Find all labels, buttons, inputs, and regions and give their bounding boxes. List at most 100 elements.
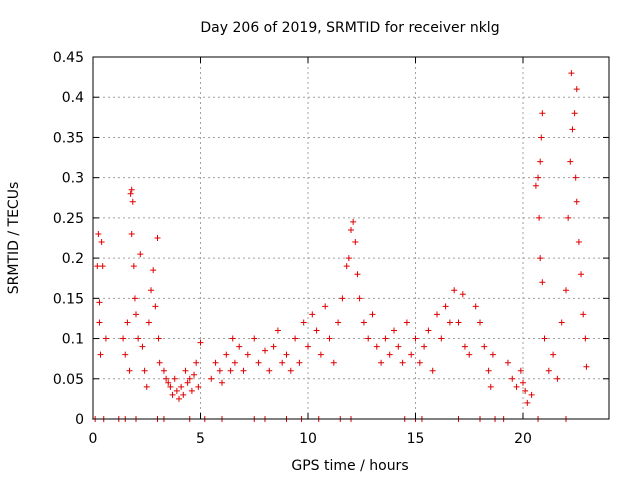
data-point xyxy=(150,267,157,274)
data-point xyxy=(240,367,247,374)
data-point xyxy=(229,335,236,342)
data-points xyxy=(92,70,590,422)
data-point xyxy=(382,335,389,342)
data-point xyxy=(485,367,492,374)
data-point xyxy=(408,351,415,358)
data-point xyxy=(575,239,582,246)
data-point xyxy=(124,319,131,326)
data-point xyxy=(180,391,187,398)
x-tick-label: 10 xyxy=(299,431,317,447)
data-point xyxy=(578,271,585,278)
data-point xyxy=(538,134,545,141)
data-point xyxy=(330,359,337,366)
data-point xyxy=(528,391,535,398)
data-point xyxy=(97,351,104,358)
data-point xyxy=(99,263,106,270)
y-tick-label: 0.35 xyxy=(53,130,84,146)
data-point xyxy=(446,319,453,326)
data-point xyxy=(126,367,133,374)
data-point xyxy=(537,158,544,165)
data-point xyxy=(568,70,575,77)
data-point xyxy=(451,287,458,294)
data-point xyxy=(287,367,294,374)
data-point xyxy=(95,230,102,237)
y-tick-label: 0.3 xyxy=(62,171,84,187)
data-point xyxy=(244,351,251,358)
data-point xyxy=(212,359,219,366)
data-point xyxy=(395,343,402,350)
data-point xyxy=(98,239,105,246)
y-tick-label: 0.25 xyxy=(53,211,84,227)
data-point xyxy=(373,343,380,350)
data-point xyxy=(178,383,185,390)
data-point xyxy=(145,319,152,326)
data-point xyxy=(535,174,542,181)
data-point xyxy=(129,198,136,205)
data-point xyxy=(255,359,262,366)
data-point xyxy=(539,279,546,286)
data-point xyxy=(442,303,449,310)
data-point xyxy=(208,375,215,382)
data-point xyxy=(283,351,290,358)
data-point xyxy=(184,379,191,386)
data-point xyxy=(487,383,494,390)
data-point xyxy=(537,255,544,262)
data-point xyxy=(188,387,195,394)
data-point xyxy=(583,363,590,370)
data-point xyxy=(541,335,548,342)
data-point xyxy=(127,190,134,197)
data-point xyxy=(219,379,225,386)
data-point xyxy=(135,335,142,342)
data-point xyxy=(567,158,574,165)
data-point xyxy=(434,311,440,318)
x-tick-label: 20 xyxy=(514,431,532,447)
data-point xyxy=(558,319,565,326)
data-point xyxy=(520,379,526,386)
data-point xyxy=(182,367,189,374)
data-point xyxy=(455,319,462,326)
data-point xyxy=(563,287,569,294)
data-point xyxy=(481,343,488,350)
data-point xyxy=(524,399,531,406)
data-point xyxy=(251,335,258,342)
data-point xyxy=(313,327,320,334)
data-point xyxy=(171,375,178,382)
data-point xyxy=(296,359,303,366)
data-point xyxy=(343,263,350,270)
data-point xyxy=(193,359,200,366)
data-point xyxy=(96,299,103,306)
data-point xyxy=(120,335,127,342)
y-tick-label: 0.2 xyxy=(62,251,84,267)
data-point xyxy=(356,295,363,302)
data-point xyxy=(154,235,161,241)
x-tick-label: 15 xyxy=(407,431,425,447)
data-point xyxy=(137,251,144,258)
data-point xyxy=(513,383,520,390)
data-point xyxy=(231,359,238,366)
data-point xyxy=(279,359,286,366)
data-point xyxy=(399,359,406,366)
data-point xyxy=(191,371,198,378)
data-point xyxy=(572,174,579,181)
y-tick-labels: 0 0.05 0.1 0.15 0.2 0.25 0.3 0.35 0.4 0.45 xyxy=(53,50,84,428)
data-point xyxy=(270,343,277,350)
y-axis-label: SRMTID / TECUs xyxy=(6,182,22,295)
data-point xyxy=(165,379,172,386)
data-point xyxy=(96,319,103,326)
data-point xyxy=(156,359,163,366)
y-tick-label: 0.1 xyxy=(62,332,84,348)
data-point xyxy=(509,375,516,382)
data-point xyxy=(573,198,580,205)
data-point xyxy=(477,319,483,326)
data-point xyxy=(386,351,393,358)
data-point xyxy=(536,214,543,221)
data-point xyxy=(352,239,359,246)
data-point xyxy=(429,367,436,374)
data-point xyxy=(504,359,511,366)
x-axis-label: GPS time / hours xyxy=(291,458,408,474)
data-point xyxy=(425,327,432,334)
data-point xyxy=(545,367,552,374)
data-point xyxy=(130,263,137,270)
data-point xyxy=(459,291,466,298)
